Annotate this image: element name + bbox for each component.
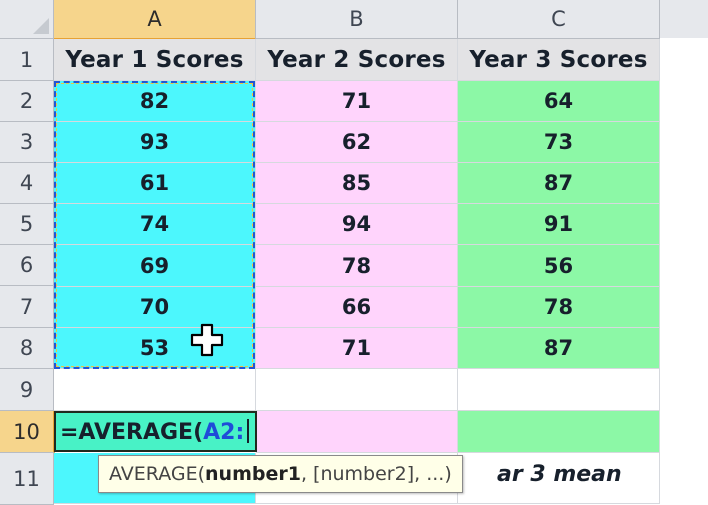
cell-c5[interactable]: 91 <box>458 204 660 245</box>
cell-a5[interactable]: 74 <box>54 204 256 245</box>
cell-c3[interactable]: 73 <box>458 122 660 163</box>
row-header-10[interactable]: 10 <box>0 411 55 453</box>
cell-b7[interactable]: 66 <box>256 287 458 328</box>
row-header-9[interactable]: 9 <box>0 369 54 411</box>
cell-b4[interactable]: 85 <box>256 163 458 204</box>
row-header-11[interactable]: 11 <box>0 453 54 505</box>
text-caret <box>247 419 250 443</box>
cell-a3[interactable]: 93 <box>54 122 256 163</box>
cell-b9[interactable] <box>256 369 458 411</box>
cell-c6[interactable]: 56 <box>458 245 660 287</box>
cell-b2[interactable]: 71 <box>256 81 458 122</box>
select-all-corner[interactable] <box>0 0 54 38</box>
tooltip-remaining-arguments: , [number2], ...) <box>300 463 452 485</box>
formula-function: =AVERAGE( <box>60 420 204 445</box>
row-header-6[interactable]: 6 <box>0 245 54 286</box>
cell-b8[interactable]: 71 <box>256 328 458 369</box>
cell-c1[interactable]: Year 3 Scores <box>458 39 660 81</box>
plus-cross-cursor-icon <box>190 323 224 357</box>
row-header-4[interactable]: 4 <box>0 163 54 204</box>
column-header-b[interactable]: B <box>256 0 458 38</box>
cell-b3[interactable]: 62 <box>256 122 458 163</box>
cell-b6[interactable]: 78 <box>256 245 458 287</box>
row-header-2[interactable]: 2 <box>0 81 54 122</box>
row-header-8[interactable]: 8 <box>0 328 54 369</box>
cell-a4[interactable]: 61 <box>54 163 256 204</box>
cell-a10-formula[interactable]: =AVERAGE(A2: <box>60 415 250 451</box>
cell-b5[interactable]: 94 <box>256 204 458 245</box>
empty-grid-area[interactable] <box>660 38 708 504</box>
column-header-c[interactable]: C <box>458 0 660 38</box>
column-header-a[interactable]: A <box>54 0 256 40</box>
cell-b10[interactable] <box>256 411 458 453</box>
cell-a9[interactable] <box>54 369 256 411</box>
row-header-5[interactable]: 5 <box>0 204 54 245</box>
select-all-triangle-icon <box>33 18 49 34</box>
cell-a6[interactable]: 69 <box>54 245 256 287</box>
tooltip-function-name[interactable]: AVERAGE( <box>109 463 206 485</box>
active-cell-a10[interactable] <box>54 411 257 452</box>
row-header-1[interactable]: 1 <box>0 39 54 81</box>
cell-a7[interactable]: 70 <box>54 287 256 328</box>
cell-a2[interactable]: 82 <box>54 81 256 122</box>
tooltip-current-argument[interactable]: number1 <box>205 463 301 485</box>
cell-b1[interactable]: Year 2 Scores <box>256 39 458 81</box>
row-header-3[interactable]: 3 <box>0 122 54 163</box>
formula-range-ref: A2: <box>203 420 245 445</box>
cell-c4[interactable]: 87 <box>458 163 660 204</box>
cell-c9[interactable] <box>458 369 660 411</box>
cell-c11-text: ar 3 mean <box>497 462 622 487</box>
cell-a1[interactable]: Year 1 Scores <box>54 39 256 81</box>
range-selection-a2-a8 <box>54 81 255 369</box>
row-header-7[interactable]: 7 <box>0 286 54 328</box>
cell-c10[interactable] <box>458 411 660 453</box>
function-arguments-tooltip[interactable]: AVERAGE(number1, [number2], ...) <box>98 455 463 493</box>
cell-c8[interactable]: 87 <box>458 328 660 369</box>
cell-c11[interactable] <box>458 453 660 504</box>
cell-c7[interactable]: 78 <box>458 287 660 328</box>
cell-c2[interactable]: 64 <box>458 81 660 122</box>
